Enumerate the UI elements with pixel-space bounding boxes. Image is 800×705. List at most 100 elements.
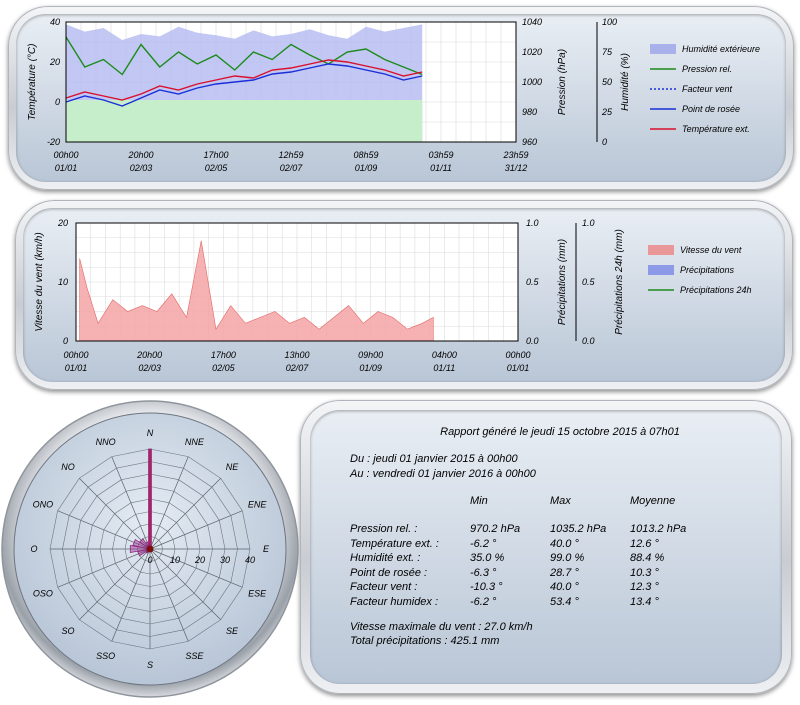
rose-direction-label: SE [226,626,239,636]
y-mid-tick: 1.0 [526,218,539,228]
rose-direction-label: SSE [185,651,204,661]
report-title: Rapport généré le jeudi 15 octobre 2015 … [440,426,680,438]
rose-direction-label: S [147,660,153,670]
report-panel [310,410,782,684]
report-row-label: Point de rosée : [350,566,428,579]
report-row-avg: 88.4 % [630,552,665,564]
x-tick-time: 08h59 [353,150,378,160]
chart1-legend: Humidité extérieure Pression rel. Facteur … [650,44,760,134]
chart1-plot-border [65,21,517,143]
legend-label: Humidité extérieure [682,44,760,54]
report-row-avg: 1013.2 hPa [630,523,687,535]
y-mid-tick: 0.5 [526,277,540,287]
report-total-rain: Total précipitations : 425.1 mm [350,635,500,647]
chart1-x-axis: 00h00 01/01 20h00 02/03 17h00 02/05 12h59 02/07… [53,150,528,173]
rose-center-dot [146,545,154,553]
x-tick-date: 01/09 [355,163,378,173]
y-mid-tick: 1000 [522,77,542,87]
y-right-tick: 0 [602,137,607,147]
rose-direction-label: NO [61,462,75,472]
report-to: Au : vendredi 01 janvier 2016 à 00h00 [350,468,536,480]
rose-direction-label: N [147,428,154,438]
y-right-tick: 100 [602,17,617,27]
report-row-max: 40.0 ° [550,537,579,550]
x-tick-time: 23h59 [502,150,528,160]
y-mid-tick: 980 [522,107,537,117]
legend-swatch [648,265,674,275]
rose-ring-label: 0 [147,555,152,565]
wind-rose: N NNE NE ENE E ESE SE SSE S SSO SO OSO O ONO NO NNO 0 10… [1,400,299,698]
x-tick-date: 01/01 [507,363,530,373]
report-row-label: Facteur vent : [350,581,418,593]
rose-ring [137,536,163,562]
legend-swatch [648,245,674,255]
chart1-y-right-axis: 100 75 50 25 0 [596,17,617,147]
report-max-wind: Vitesse maximale du vent : 27.0 km/h [350,621,533,633]
report-row-max: 53.4 ° [550,595,579,608]
report-from: Du : jeudi 01 janvier 2015 à 00h00 [350,453,518,465]
y-left-tick: 40 [50,17,60,27]
rose-ring-label: 40 [245,555,255,565]
legend-label: Vitesse du vent [680,245,742,255]
report-row-min: 970.2 hPa [470,523,521,535]
wind-rain-chart: 20 10 0 1.0 0.5 0.0 1.0 0.5 0.0 00h00 01/01 20h0… [34,218,752,373]
legend-swatch [650,44,676,54]
report-row-max: 1035.2 hPa [550,523,607,535]
x-tick-date: 02/03 [138,363,161,373]
x-tick-time: 00h00 [53,150,78,160]
y-left-tick: 10 [58,277,68,287]
rose-direction-label: OSO [33,588,53,598]
x-tick-time: 00h00 [505,350,530,360]
report-row-label: Température ext. : [350,537,439,550]
rose-direction-label: NE [226,462,239,472]
rose-direction-label: NNE [185,437,205,447]
pressure-line [65,36,423,76]
x-tick-date: 02/03 [130,163,153,173]
y-mid-tick: 960 [522,137,537,147]
chart2-y-left-axis: 20 10 0 [57,218,68,346]
x-tick-time: 12h59 [278,150,303,160]
x-tick-date: 01/11 [430,163,452,173]
report-row-label: Facteur humidex : [350,595,439,608]
rose-ring [74,473,226,625]
report-row-max: 99.0 % [550,552,585,564]
rose-ring [124,523,176,575]
rose-ring [87,486,213,612]
report-row-min: -6.2 ° [470,595,497,608]
chart1-y-left-axis: 40 20 0 -20 [47,17,60,147]
rose-ring [112,511,188,587]
chart2-y-mid-axis: 1.0 0.5 0.0 [526,218,540,346]
chart1-ylabel-mid: Pression (hPa) [557,49,568,115]
x-tick-date: 01/09 [359,363,382,373]
x-tick-date: 01/11 [433,363,455,373]
x-tick-date: 02/07 [286,363,310,373]
y-right-tick: 50 [602,77,612,87]
report-col-max: Max [550,495,571,507]
y-left-tick: 0 [55,97,60,107]
chart2-ylabel-right: Précipitations 24h (mm) [614,229,625,335]
legend-label: Température ext. [682,124,750,134]
x-tick-time: 04h00 [432,350,457,360]
report-row-avg: 12.3 ° [630,581,659,593]
report-row-max: 40.0 ° [550,581,579,593]
x-tick-date: 01/01 [65,363,88,373]
dewpoint-line [65,63,423,107]
rose-ring-label: 30 [220,555,230,565]
x-tick-date: 31/12 [505,163,528,173]
y-right-tick: 75 [602,47,613,57]
x-tick-time: 09h00 [358,350,383,360]
y-left-tick: 20 [57,218,68,228]
wind-speed-area [79,240,434,342]
x-tick-time: 20h00 [136,350,162,360]
y-left-tick: 0 [63,336,68,346]
x-tick-date: 02/05 [212,363,236,373]
rose-direction-label: O [30,544,37,554]
report: Rapport généré le jeudi 15 octobre 2015 … [320,415,780,680]
rose-ring [49,448,251,650]
x-tick-time: 00h00 [63,350,88,360]
report-row-label: Humidité ext. : [350,552,421,564]
chart2-ylabel-mid: Précipitations (mm) [557,239,568,325]
x-tick-time: 17h00 [211,350,236,360]
y-left-tick: -20 [47,137,60,147]
x-tick-date: 01/01 [55,163,78,173]
